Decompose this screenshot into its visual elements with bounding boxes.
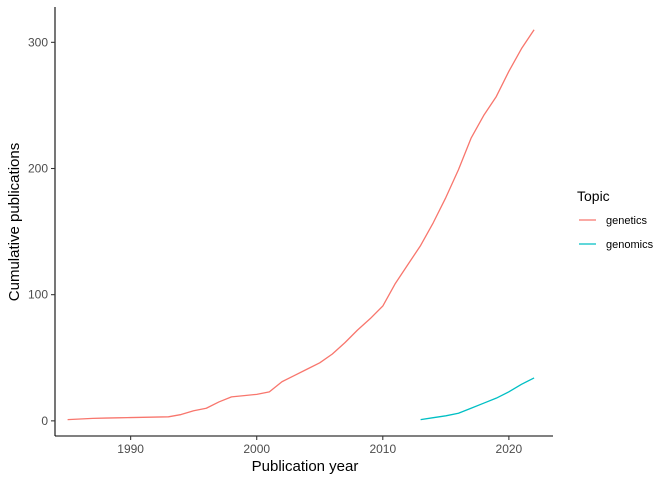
x-axis: 1990 2000 2010 2020 [55, 435, 553, 456]
y-axis-title: Cumulative publications [6, 143, 23, 301]
y-tick-label: 100 [28, 288, 48, 302]
x-tick-label: 2010 [369, 442, 396, 456]
legend-label-genomics: genomics [606, 239, 654, 251]
y-tick-label: 300 [28, 35, 48, 49]
series-line-genomics [420, 377, 535, 421]
series-line-genetics [67, 29, 535, 421]
x-axis-title: Publication year [252, 458, 359, 475]
legend: Topic genetics genomics [577, 188, 654, 251]
x-tick-label: 1990 [117, 442, 144, 456]
legend-title: Topic [577, 188, 610, 204]
legend-label-genetics: genetics [606, 215, 647, 227]
x-tick-label: 2000 [243, 442, 270, 456]
y-tick-label: 200 [28, 162, 48, 176]
x-tick-label: 2020 [496, 442, 523, 456]
y-tick-label: 0 [41, 414, 48, 428]
plot-lines [67, 29, 535, 421]
y-axis: 0 100 200 300 [28, 7, 56, 436]
